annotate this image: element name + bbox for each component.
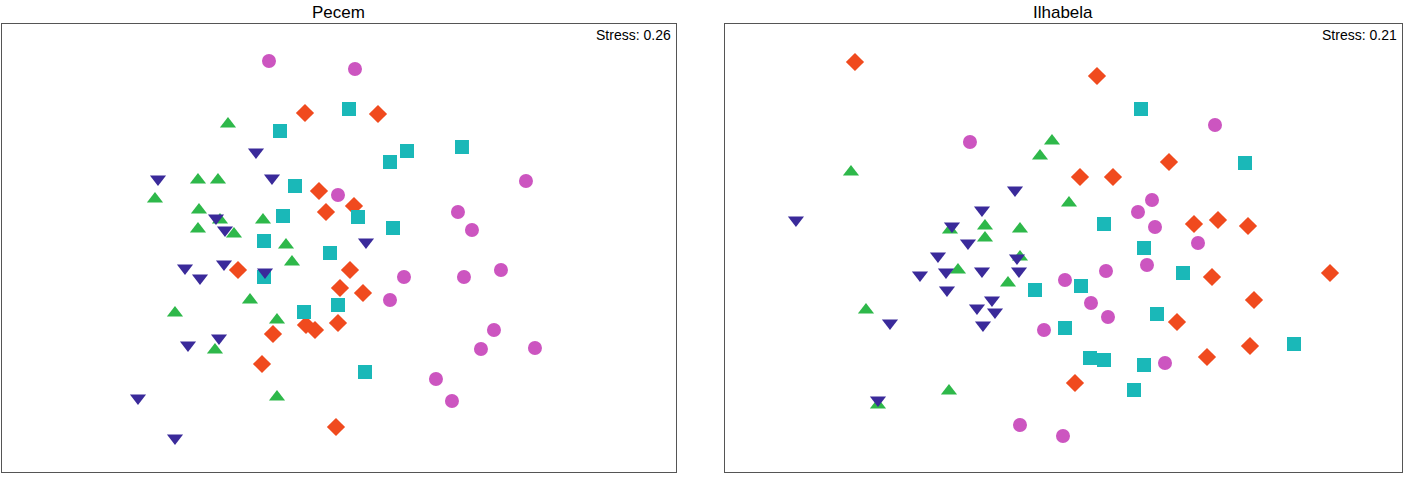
svg-text:Pecem: Pecem: [312, 3, 365, 22]
svg-text:Stress: 0.26: Stress: 0.26: [596, 27, 671, 43]
svg-text:Stress: 0.21: Stress: 0.21: [1322, 27, 1397, 43]
svg-text:Ilhabela: Ilhabela: [1033, 3, 1093, 22]
